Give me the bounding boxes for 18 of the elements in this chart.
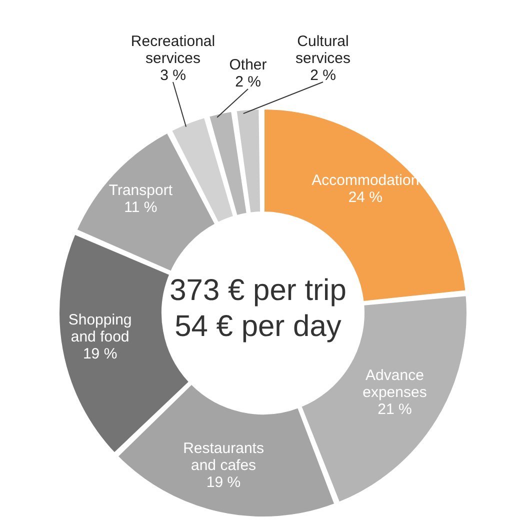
slice-label: Shopping and food bbox=[68, 311, 132, 346]
text: 54 € per day bbox=[174, 310, 342, 343]
text: 373 € per trip bbox=[170, 274, 346, 307]
data-label: 3 % bbox=[160, 66, 186, 84]
slice-label: Restaurants and cafes bbox=[183, 439, 264, 474]
slice-label: Other bbox=[229, 56, 267, 73]
slice-label: Advance expenses bbox=[362, 366, 427, 401]
slice-label: Recreational services bbox=[130, 32, 216, 66]
data-label: 11 % bbox=[124, 198, 158, 216]
data-label: 2 % bbox=[310, 66, 336, 84]
slice-label: Cultural services bbox=[295, 32, 351, 66]
slice-label: Accommodation bbox=[312, 172, 420, 189]
data-label: 19 % bbox=[206, 473, 241, 490]
slice-label: Transport bbox=[108, 181, 174, 198]
data-label: 2 % bbox=[235, 73, 261, 90]
data-label: 19 % bbox=[82, 345, 118, 362]
data-label: 24 % bbox=[348, 188, 383, 206]
data-label: 21 % bbox=[378, 400, 412, 418]
